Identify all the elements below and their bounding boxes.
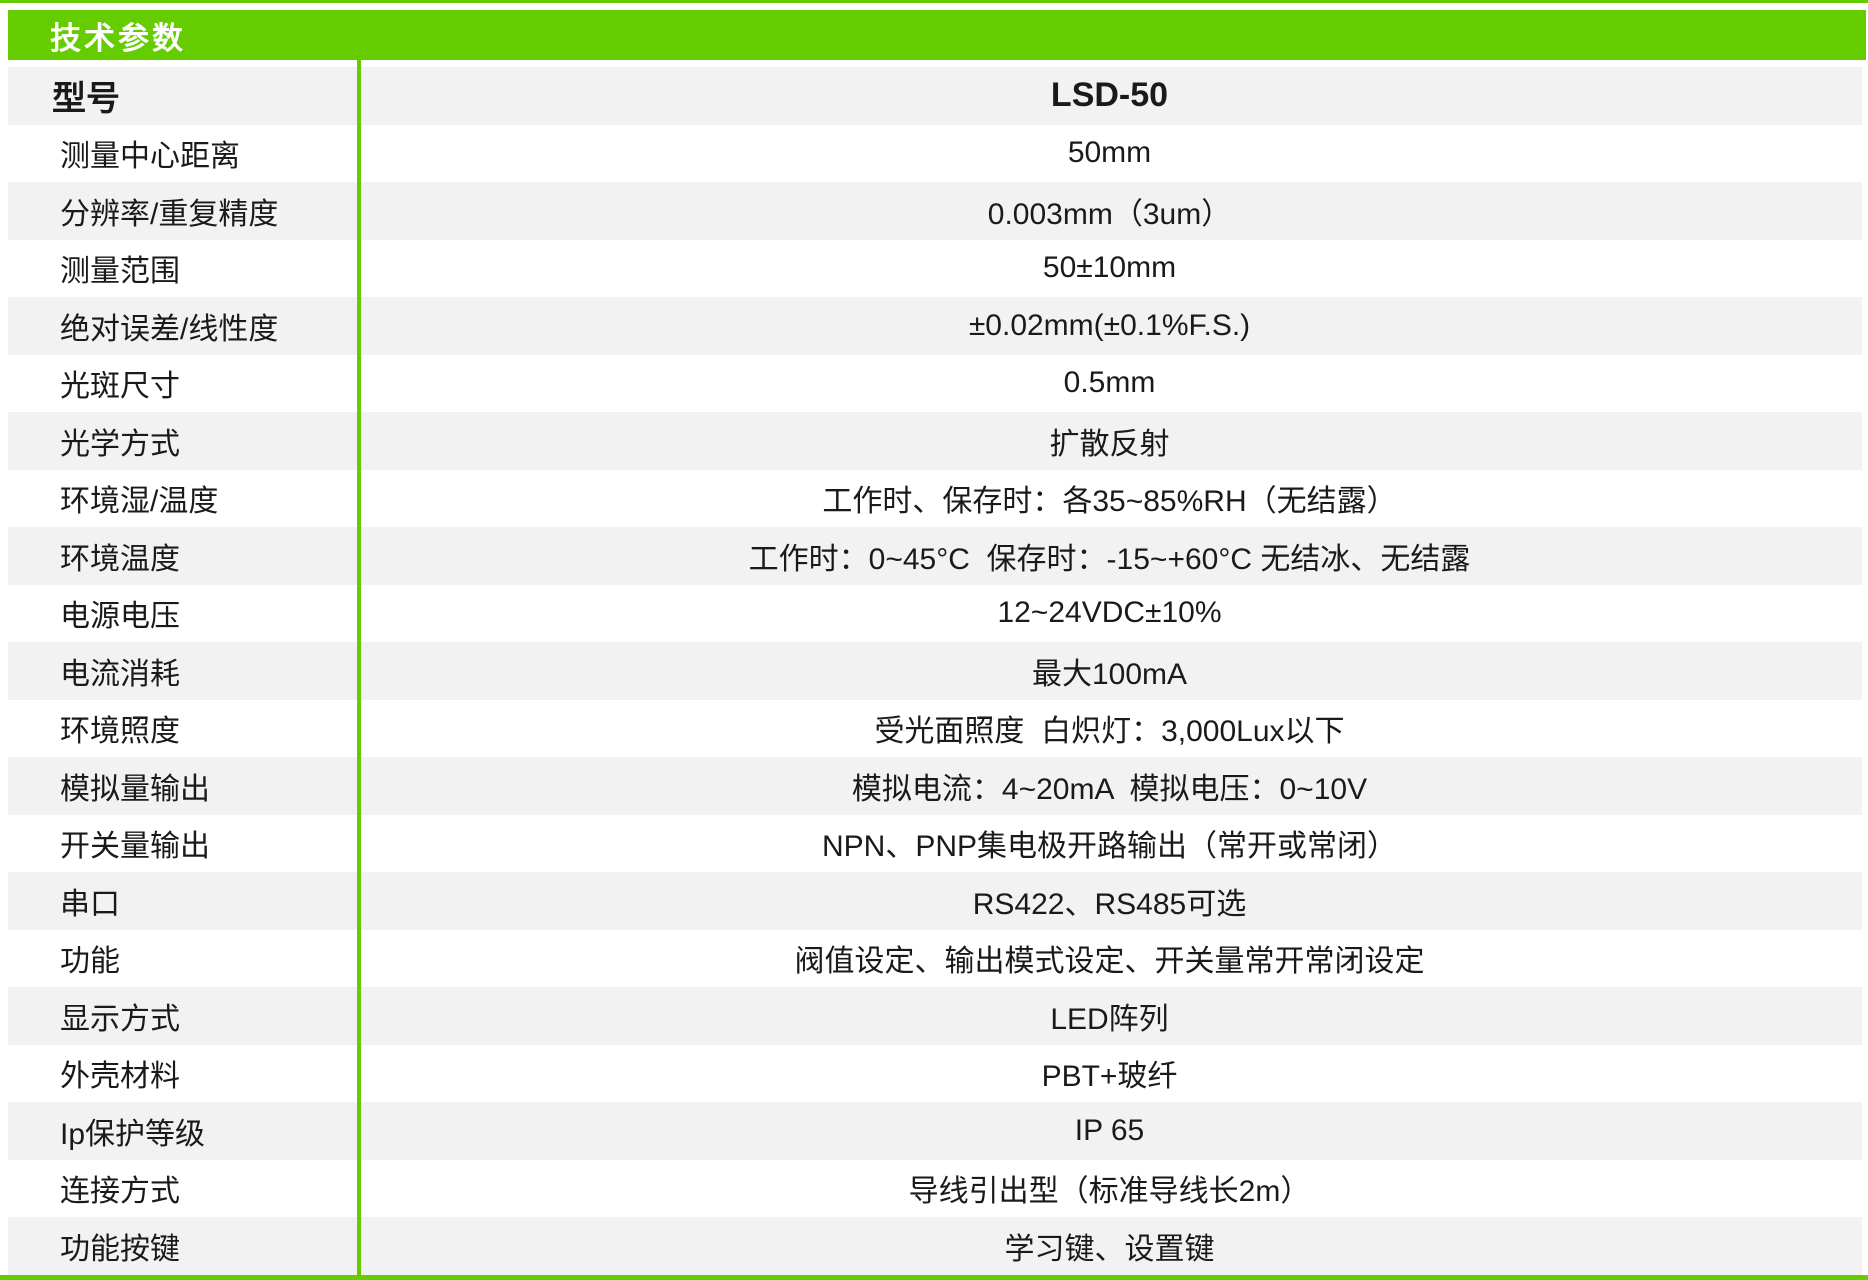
param-label: 功能按键 [60,1232,180,1266]
top-border-line [0,0,1868,3]
param-label: 分辨率/重复精度 [60,197,279,231]
section-title: 技术参数 [50,20,186,56]
table-row: 测量范围 50±10mm [8,239,1862,297]
spec-table: 型号 LSD-50 测量中心距离 50mm 分辨率/重复精度 0.003mm（3… [8,60,1862,1275]
table-row: 光学方式 扩散反射 [8,412,1862,470]
param-label: 功能 [60,945,120,979]
param-label: 型号 [52,80,120,119]
table-row: 型号 LSD-50 [8,67,1862,125]
table-row: 测量中心距离 50mm [8,124,1862,182]
table-row: 串口 RS422、RS485可选 [8,872,1862,930]
param-value: NPN、PNP集电极开路输出（常开或常闭） [821,830,1398,864]
param-value: 模拟电流：4~20mA 模拟电压：0~10V [851,772,1368,806]
param-label: 连接方式 [60,1175,180,1209]
param-label: 电源电压 [60,600,180,634]
spec-rows: 型号 LSD-50 测量中心距离 50mm 分辨率/重复精度 0.003mm（3… [8,67,1862,1275]
param-value: 50mm [1067,136,1152,170]
param-value: 受光面照度 白炽灯：3,000Lux以下 [874,715,1345,749]
bottom-border-line [0,1274,1868,1280]
table-row: 分辨率/重复精度 0.003mm（3um） [8,182,1862,240]
param-value: 工作时：0~45°C 保存时：-15~+60°C 无结冰、无结露 [748,542,1471,576]
table-row: Ip保护等级 IP 65 [8,1102,1862,1160]
table-row: 功能按键 学习键、设置键 [8,1217,1862,1275]
table-row: 电流消耗 最大100mA [8,642,1862,700]
column-divider-line [357,60,361,1275]
table-row: 光斑尺寸 0.5mm [8,354,1862,412]
table-row: 电源电压 12~24VDC±10% [8,584,1862,642]
param-label: 光斑尺寸 [60,370,180,404]
section-header: 技术参数 [8,10,1866,60]
param-value: 12~24VDC±10% [997,596,1222,630]
table-row: 环境照度 受光面照度 白炽灯：3,000Lux以下 [8,699,1862,757]
param-value: ±0.02mm(±0.1%F.S.) [968,308,1251,342]
param-value: 0.5mm [1063,366,1156,400]
param-label: 环境照度 [60,715,180,749]
param-value: 扩散反射 [1049,427,1170,461]
param-value: 50±10mm [1042,251,1177,285]
param-label: 开关量输出 [60,830,210,864]
param-value: 阀值设定、输出模式设定、开关量常开常闭设定 [794,945,1425,979]
param-label: 模拟量输出 [60,772,210,806]
table-row: 显示方式 LED阵列 [8,987,1862,1045]
param-value: 0.003mm（3um） [987,197,1232,231]
param-value: RS422、RS485可选 [972,887,1247,921]
param-label: 外壳材料 [60,1060,180,1094]
table-row: 环境温度 工作时：0~45°C 保存时：-15~+60°C 无结冰、无结露 [8,527,1862,585]
param-value: 工作时、保存时：各35~85%RH（无结露） [822,485,1397,519]
param-value: 最大100mA [1031,657,1188,691]
param-value: 学习键、设置键 [1004,1232,1215,1266]
table-row: 外壳材料 PBT+玻纤 [8,1044,1862,1102]
table-row: 环境湿/温度 工作时、保存时：各35~85%RH（无结露） [8,469,1862,527]
param-value: PBT+玻纤 [1041,1060,1178,1094]
param-value: IP 65 [1074,1113,1145,1147]
table-row: 连接方式 导线引出型（标准导线长2m） [8,1159,1862,1217]
param-label: 测量范围 [60,255,180,289]
table-row: 绝对误差/线性度 ±0.02mm(±0.1%F.S.) [8,297,1862,355]
param-label: 环境湿/温度 [60,485,219,519]
table-row: 开关量输出 NPN、PNP集电极开路输出（常开或常闭） [8,814,1862,872]
table-row: 功能 阀值设定、输出模式设定、开关量常开常闭设定 [8,929,1862,987]
param-value: LSD-50 [1050,76,1169,115]
param-label: 串口 [60,887,120,921]
param-label: 显示方式 [60,1002,180,1036]
param-label: 测量中心距离 [60,140,240,174]
table-row: 模拟量输出 模拟电流：4~20mA 模拟电压：0~10V [8,757,1862,815]
param-label: Ip保护等级 [60,1117,206,1151]
param-label: 绝对误差/线性度 [60,312,279,346]
param-value: 导线引出型（标准导线长2m） [908,1175,1311,1209]
param-label: 环境温度 [60,542,180,576]
param-value: LED阵列 [1050,1002,1169,1036]
param-label: 光学方式 [60,427,180,461]
param-label: 电流消耗 [60,657,180,691]
